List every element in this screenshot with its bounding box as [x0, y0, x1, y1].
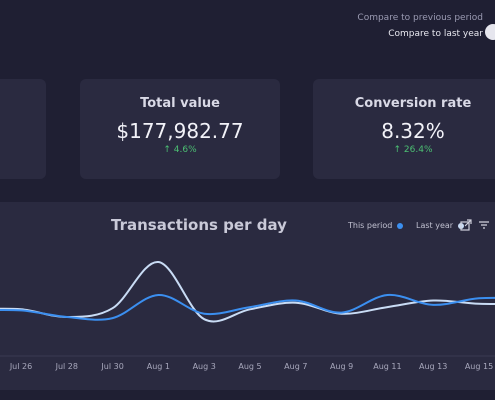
line-chart: Jul 26 Jul 28 Jul 30 Aug 1 Aug 3 Aug 5 Aug 7 Au… — [0, 261, 495, 371]
legend-label: Last year — [416, 221, 454, 230]
x-tick-label: Jul 30 — [100, 362, 123, 371]
x-tick-label: Aug 5 — [238, 362, 261, 371]
card-delta: ↑ 4.6% — [163, 145, 197, 155]
metric-card-conversion-rate: Conversion rate 8.32% ↑ 26.4% — [313, 79, 495, 179]
x-tick-label: Aug 15 — [465, 362, 493, 371]
metric-card-partial — [0, 79, 46, 179]
card-value: 8.32% — [381, 119, 445, 143]
export-icon[interactable] — [460, 219, 472, 231]
x-tick-label: Aug 9 — [330, 362, 353, 371]
x-tick-label: Aug 1 — [147, 362, 170, 371]
legend-this-period[interactable]: This period — [348, 221, 404, 230]
compare-previous-period[interactable]: Compare to previous period — [357, 13, 483, 23]
chart-panel — [0, 202, 495, 390]
series-line-last-year — [0, 261, 495, 323]
x-tick-label: Jul 26 — [9, 362, 32, 371]
x-tick-label: Jul 28 — [55, 362, 78, 371]
metric-card-total-value: Total value $177,982.77 ↑ 4.6% — [80, 79, 280, 179]
x-tick-label: Aug 11 — [373, 362, 401, 371]
card-delta: ↑ 26.4% — [393, 145, 433, 155]
legend-dot-icon — [397, 222, 404, 229]
legend-last-year[interactable]: Last year — [416, 221, 465, 230]
x-tick-label: Aug 7 — [284, 362, 307, 371]
x-tick-label: Aug 13 — [419, 362, 447, 371]
compare-last-year[interactable]: Compare to last year — [388, 29, 483, 39]
legend-label: This period — [348, 221, 393, 230]
card-title: Conversion rate — [354, 96, 472, 111]
toggle-switch[interactable] — [485, 24, 495, 40]
card-title: Total value — [140, 96, 220, 111]
chart-title: Transactions per day — [111, 216, 287, 234]
filter-icon[interactable] — [478, 219, 490, 231]
card-value: $177,982.77 — [116, 119, 244, 143]
x-tick-label: Aug 3 — [193, 362, 216, 371]
series-line-this-period — [0, 293, 495, 321]
